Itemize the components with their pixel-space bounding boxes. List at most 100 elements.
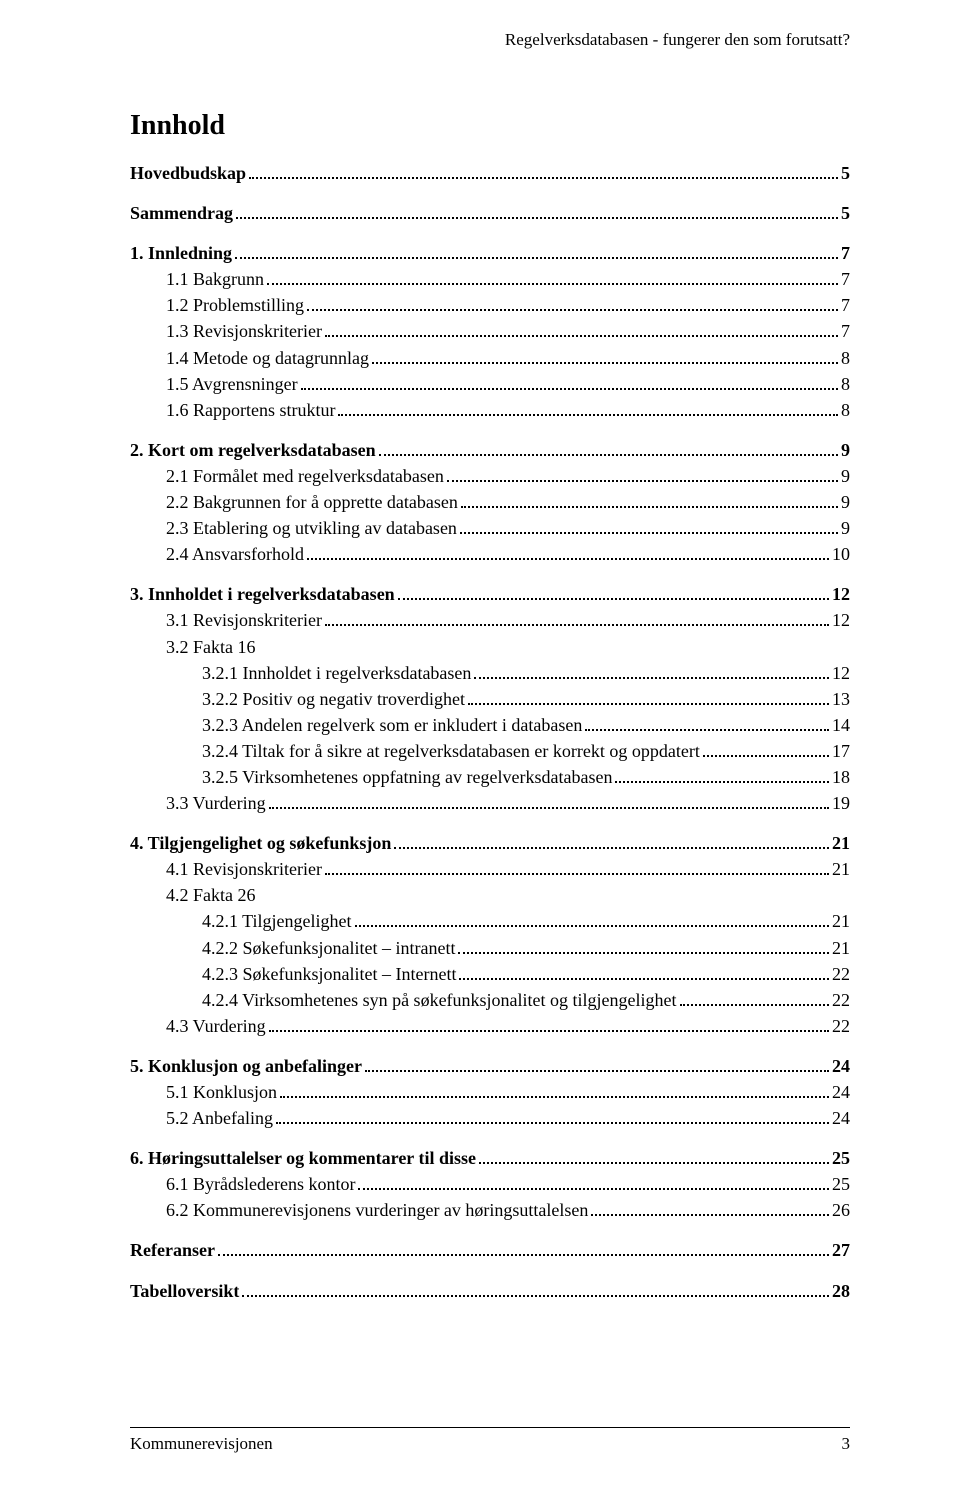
toc-entry-page: 12 xyxy=(832,660,850,686)
toc-entry-label: 3.3 Vurdering xyxy=(166,790,266,816)
toc-leader-dots xyxy=(269,807,829,809)
toc-entry: 1. Innledning 7 xyxy=(130,240,850,266)
toc-entry-page: 21 xyxy=(832,908,850,934)
toc-entry-page: 12 xyxy=(832,581,850,607)
toc-entry: 2.4 Ansvarsforhold10 xyxy=(130,541,850,567)
toc-entry: 4.2 Fakta 26 xyxy=(130,882,850,908)
toc-leader-dots xyxy=(280,1096,829,1098)
toc-entry-label: 2.1 Formålet med regelverksdatabasen xyxy=(166,463,444,489)
toc-leader-dots xyxy=(585,729,829,731)
toc-entry: 3.2.3 Andelen regelverk som er inkludert… xyxy=(130,712,850,738)
toc-entry-label: 4.1 Revisjonskriterier xyxy=(166,856,322,882)
toc-leader-dots xyxy=(458,952,829,954)
toc-leader-dots xyxy=(468,703,829,705)
toc-entry-page: 5 xyxy=(841,160,850,186)
toc-entry-label: 3.2.1 Innholdet i regelverksdatabasen xyxy=(202,660,471,686)
toc-leader-dots xyxy=(474,677,829,679)
toc-entry-page: 25 xyxy=(832,1171,850,1197)
toc-title: Innhold xyxy=(130,110,850,142)
toc-entry: 4.2.1 Tilgjengelighet 21 xyxy=(130,908,850,934)
toc-entry-page: 9 xyxy=(841,463,850,489)
toc-entry: 6. Høringsuttalelser og kommentarer til … xyxy=(130,1145,850,1171)
toc-entry: 1.4 Metode og datagrunnlag8 xyxy=(130,345,850,371)
toc-entry-label: 3. Innholdet i regelverksdatabasen xyxy=(130,581,395,607)
toc-entry-label: 1. Innledning xyxy=(130,240,232,266)
toc-entry: 1.5 Avgrensninger8 xyxy=(130,371,850,397)
toc-entry-label: 5.1 Konklusjon xyxy=(166,1079,277,1105)
toc-entry: 3. Innholdet i regelverksdatabasen 12 xyxy=(130,581,850,607)
toc-entry-page: 7 xyxy=(841,292,850,318)
toc-entry-label: 3.2.4 Tiltak for å sikre at regelverksda… xyxy=(202,738,700,764)
toc-entry: 4.1 Revisjonskriterier 21 xyxy=(130,856,850,882)
toc-leader-dots xyxy=(235,257,838,259)
toc-entry: 2.3 Etablering og utvikling av databasen… xyxy=(130,515,850,541)
toc-leader-dots xyxy=(394,847,829,849)
table-of-contents: Hovedbudskap5Sammendrag51. Innledning71.… xyxy=(130,160,850,1304)
toc-entry: 3.2.4 Tiltak for å sikre at regelverksda… xyxy=(130,738,850,764)
toc-leader-dots xyxy=(479,1162,829,1164)
toc-entry-page: 9 xyxy=(841,489,850,515)
toc-entry: 6.2 Kommunerevisjonens vurderinger av hø… xyxy=(130,1197,850,1223)
toc-entry-page: 22 xyxy=(832,987,850,1013)
toc-entry-page: 17 xyxy=(832,738,850,764)
toc-leader-dots xyxy=(355,925,829,927)
toc-entry-label: 1.5 Avgrensninger xyxy=(166,371,298,397)
toc-entry-page: 12 xyxy=(832,607,850,633)
toc-entry-page: 22 xyxy=(832,961,850,987)
toc-entry: 3.2.2 Positiv og negativ troverdighet13 xyxy=(130,686,850,712)
toc-leader-dots xyxy=(267,283,838,285)
toc-entry: 4.3 Vurdering 22 xyxy=(130,1013,850,1039)
toc-entry-page: 22 xyxy=(832,1013,850,1039)
toc-entry: Sammendrag 5 xyxy=(130,200,850,226)
toc-entry-label: 4.2.4 Virksomhetenes syn på søkefunksjon… xyxy=(202,987,677,1013)
running-header: Regelverksdatabasen - fungerer den som f… xyxy=(130,30,850,50)
toc-leader-dots xyxy=(460,532,838,534)
toc-entry-label: 2.3 Etablering og utvikling av databasen xyxy=(166,515,457,541)
toc-entry: 2. Kort om regelverksdatabasen9 xyxy=(130,437,850,463)
toc-leader-dots xyxy=(307,309,838,311)
toc-entry-label: 4.3 Vurdering xyxy=(166,1013,266,1039)
toc-entry: 4.2.2 Søkefunksjonalitet – intranett21 xyxy=(130,935,850,961)
toc-entry-page: 28 xyxy=(832,1278,850,1304)
toc-entry-label: 4.2.1 Tilgjengelighet xyxy=(202,908,352,934)
toc-entry-label: 4. Tilgjengelighet og søkefunksjon xyxy=(130,830,391,856)
toc-entry-page: 5 xyxy=(841,200,850,226)
toc-entry-label: 5.2 Anbefaling xyxy=(166,1105,273,1131)
footer-rule xyxy=(130,1427,850,1428)
toc-entry-label: 1.6 Rapportens struktur xyxy=(166,397,335,423)
toc-entry-label: Referanser xyxy=(130,1237,215,1263)
toc-entry-page: 18 xyxy=(832,764,850,790)
toc-entry-page: 14 xyxy=(832,712,850,738)
toc-entry-label: 4.2 Fakta 26 xyxy=(166,882,256,908)
footer-left-text: Kommunerevisjonen xyxy=(130,1434,273,1454)
toc-entry-label: 1.1 Bakgrunn xyxy=(166,266,264,292)
toc-entry-page: 7 xyxy=(841,266,850,292)
toc-leader-dots xyxy=(358,1188,829,1190)
toc-entry-page: 7 xyxy=(841,240,850,266)
toc-leader-dots xyxy=(461,506,838,508)
toc-entry: 5. Konklusjon og anbefalinger24 xyxy=(130,1053,850,1079)
toc-entry-label: Sammendrag xyxy=(130,200,233,226)
toc-entry: Referanser 27 xyxy=(130,1237,850,1263)
toc-entry-label: 3.2.5 Virksomhetenes oppfatning av regel… xyxy=(202,764,612,790)
toc-leader-dots xyxy=(325,873,829,875)
toc-entry-page: 10 xyxy=(832,541,850,567)
toc-entry-label: 3.1 Revisjonskriterier xyxy=(166,607,322,633)
toc-entry-page: 7 xyxy=(841,318,850,344)
toc-entry: 3.2.1 Innholdet i regelverksdatabasen 12 xyxy=(130,660,850,686)
toc-entry: Hovedbudskap5 xyxy=(130,160,850,186)
toc-entry-page: 27 xyxy=(832,1237,850,1263)
toc-entry-page: 21 xyxy=(832,856,850,882)
toc-entry-label: 3.2.2 Positiv og negativ troverdighet xyxy=(202,686,465,712)
toc-leader-dots xyxy=(365,1070,829,1072)
toc-leader-dots xyxy=(269,1030,829,1032)
toc-leader-dots xyxy=(372,362,838,364)
toc-entry: 1.3 Revisjonskriterier7 xyxy=(130,318,850,344)
toc-leader-dots xyxy=(325,624,829,626)
toc-leader-dots xyxy=(307,558,829,560)
page-footer: Kommunerevisjonen 3 xyxy=(130,1427,850,1454)
toc-entry-label: 4.2.2 Søkefunksjonalitet – intranett xyxy=(202,935,455,961)
toc-leader-dots xyxy=(276,1122,829,1124)
toc-entry-label: 2.2 Bakgrunnen for å opprette databasen xyxy=(166,489,458,515)
footer-page-number: 3 xyxy=(842,1434,851,1454)
